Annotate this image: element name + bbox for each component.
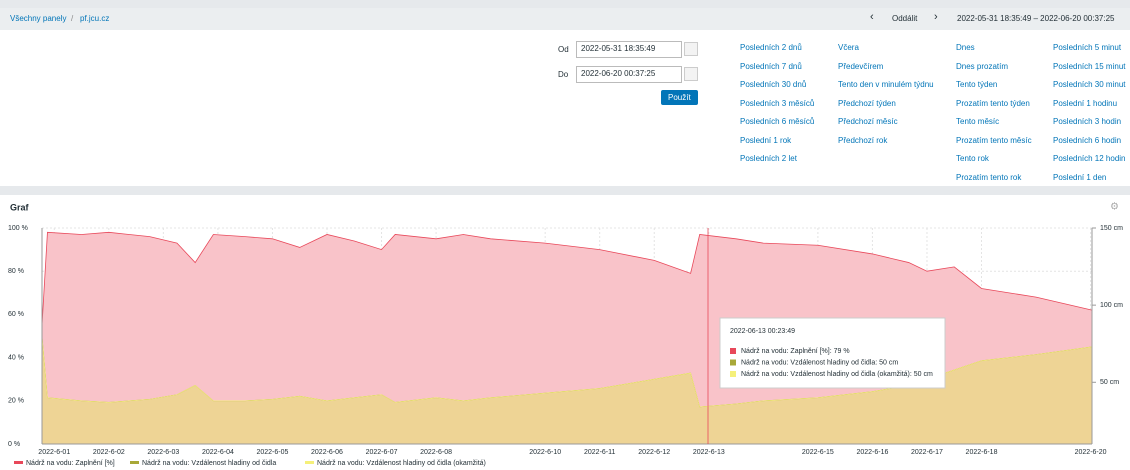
chart-title: Graf	[10, 202, 30, 212]
shortcut-link[interactable]: Tento týden	[956, 80, 998, 89]
shortcut-link[interactable]: Tento den v minulém týdnu	[838, 80, 934, 89]
y2-tick-label: 50 cm	[1100, 379, 1119, 386]
calendar-icon[interactable]	[684, 42, 698, 56]
x-tick-label: 2022-6-04	[202, 449, 234, 456]
shortcut-link[interactable]: Předchozí týden	[838, 98, 896, 108]
legend-swatch	[305, 461, 314, 464]
to-label: Do	[558, 70, 569, 79]
shortcut-link[interactable]: Poslední 1 rok	[740, 135, 792, 145]
y-tick-label: 80 %	[8, 268, 24, 275]
next-button[interactable]: ›	[934, 11, 938, 23]
x-tick-label: 2022-6-16	[856, 449, 888, 456]
shortcut-link[interactable]: Posledních 30 minut	[1053, 80, 1126, 89]
shortcut-link[interactable]: Předchozí rok	[838, 135, 888, 145]
calendar-icon[interactable]	[684, 67, 698, 81]
shortcut-link[interactable]: Předevčírem	[838, 61, 884, 71]
x-tick-label: 2022-6-15	[802, 449, 834, 456]
from-label: Od	[558, 45, 569, 54]
legend-label: Nádrž na vodu: Vzdálenost hladiny od čid…	[142, 460, 276, 467]
legend-label: Nádrž na vodu: Zaplnění [%]	[26, 460, 115, 467]
legend-swatch	[130, 461, 139, 464]
x-tick-label: 2022-6-02	[93, 449, 125, 456]
to-input[interactable]: 2022-06-20 00:37:25	[576, 66, 682, 83]
top-bar: Všechny panely / pf.jcu.cz ‹ Oddálit › 2…	[0, 8, 1130, 30]
shortcut-link[interactable]: Posledních 12 hodin	[1053, 154, 1126, 163]
tooltip-swatch	[730, 359, 736, 366]
y2-tick-label: 150 cm	[1100, 225, 1123, 232]
shortcut-link[interactable]: Prozatím tento rok	[956, 172, 1022, 182]
tooltip-item: Nádrž na vodu: Vzdálenost hladiny od čid…	[741, 359, 898, 366]
shortcut-link[interactable]: Předchozí měsíc	[838, 117, 898, 126]
legend-label: Nádrž na vodu: Vzdálenost hladiny od čid…	[317, 460, 486, 467]
shortcut-link[interactable]: Posledních 2 dnů	[740, 43, 802, 52]
x-tick-label: 2022-6-12	[638, 449, 670, 456]
graph-widget: Graf ⚙ 0 % 20 % 40 % 60 % 80 % 100 % 50 cm 100 …	[0, 195, 1130, 470]
series-line	[41, 231, 1093, 326]
y-tick-label: 0 %	[8, 441, 20, 448]
x-tick-label: 2022-6-20	[1075, 449, 1107, 456]
x-tick-label: 2022-6-13	[693, 449, 725, 456]
shortcut-link[interactable]: Posledních 6 měsíců	[740, 117, 815, 126]
shortcut-link[interactable]: Poslední 1 hodinu	[1053, 98, 1118, 108]
shortcut-link[interactable]: Prozatím tento týden	[956, 98, 1030, 108]
shortcut-link[interactable]: Posledních 2 let	[740, 154, 797, 163]
y-tick-label: 60 %	[8, 311, 24, 318]
tooltip-item: Nádrž na vodu: Vzdálenost hladiny od čid…	[741, 371, 933, 378]
zoom-out[interactable]: Oddálit	[892, 14, 918, 23]
x-tick-label: 2022-6-11	[584, 449, 616, 456]
apply-button[interactable]: Použít	[661, 90, 698, 105]
shortcut-link[interactable]: Posledních 7 dnů	[740, 61, 802, 71]
time-picker: Od 2022-05-31 18:35:49 Do 2022-06-20 00:…	[0, 30, 1130, 186]
shortcut-link[interactable]: Prozatím tento měsíc	[956, 135, 1032, 145]
shortcut-link[interactable]: Posledních 3 měsíců	[740, 98, 815, 108]
breadcrumb[interactable]: Všechny panely	[10, 14, 67, 23]
prev-button[interactable]: ‹	[870, 11, 874, 23]
from-input[interactable]: 2022-05-31 18:35:49	[576, 41, 682, 58]
y2-tick-label: 100 cm	[1100, 302, 1123, 309]
tooltip-box	[719, 317, 946, 389]
shortcut-link[interactable]: Dnes	[956, 43, 975, 52]
tooltip-swatch	[730, 348, 736, 354]
shortcut-link[interactable]: Posledních 15 minut	[1053, 61, 1126, 71]
x-tick-label: 2022-6-01	[38, 449, 70, 456]
y-tick-label: 40 %	[8, 354, 24, 361]
tooltip-item: Nádrž na vodu: Zaplnění [%]: 79 %	[741, 348, 850, 355]
x-tick-label: 2022-6-05	[256, 449, 288, 456]
shortcut-link[interactable]: Posledních 3 hodin	[1053, 117, 1122, 126]
shortcut-link[interactable]: Posledních 5 minut	[1053, 43, 1122, 52]
tooltip-swatch	[730, 371, 736, 377]
x-tick-label: 2022-6-03	[147, 449, 179, 456]
tooltip: 2022-06-13 00:23:49 Nádrž na vodu: Zaplně…	[719, 317, 946, 389]
y-tick-label: 20 %	[8, 398, 24, 405]
x-tick-label: 2022-6-17	[911, 449, 943, 456]
x-tick-label: 2022-6-10	[529, 449, 561, 456]
x-tick-label: 2022-6-07	[366, 449, 398, 456]
x-tick-label: 2022-6-08	[420, 449, 452, 456]
settings-icon[interactable]: ⚙	[1110, 202, 1119, 213]
x-tick-label: 2022-6-18	[966, 449, 998, 456]
shortcut-link[interactable]: Poslední 1 den	[1053, 172, 1107, 182]
shortcut-link[interactable]: Tento měsíc	[956, 117, 1000, 126]
tooltip-title: 2022-06-13 00:23:49	[730, 328, 795, 335]
area-fill	[42, 232, 1092, 444]
y-tick-label: 100 %	[8, 225, 28, 232]
shortcut-link[interactable]: Dnes prozatím	[956, 61, 1009, 71]
separator: /	[71, 14, 74, 23]
chart: Graf ⚙ 0 % 20 % 40 % 60 % 80 % 100 % 50 cm 100 …	[8, 202, 1123, 467]
shortcut-link[interactable]: Včera	[838, 43, 859, 52]
breadcrumb[interactable]: pf.jcu.cz	[80, 14, 110, 23]
area-fill	[42, 336, 1092, 444]
shortcut-link[interactable]: Posledních 30 dnů	[740, 80, 807, 89]
time-range[interactable]: 2022-05-31 18:35:49 – 2022-06-20 00:37:2…	[957, 14, 1115, 23]
x-tick-label: 2022-6-06	[311, 449, 343, 456]
shortcut-link[interactable]: Posledních 6 hodin	[1053, 135, 1122, 145]
legend-swatch	[14, 461, 23, 464]
shortcut-link[interactable]: Tento rok	[956, 154, 989, 163]
